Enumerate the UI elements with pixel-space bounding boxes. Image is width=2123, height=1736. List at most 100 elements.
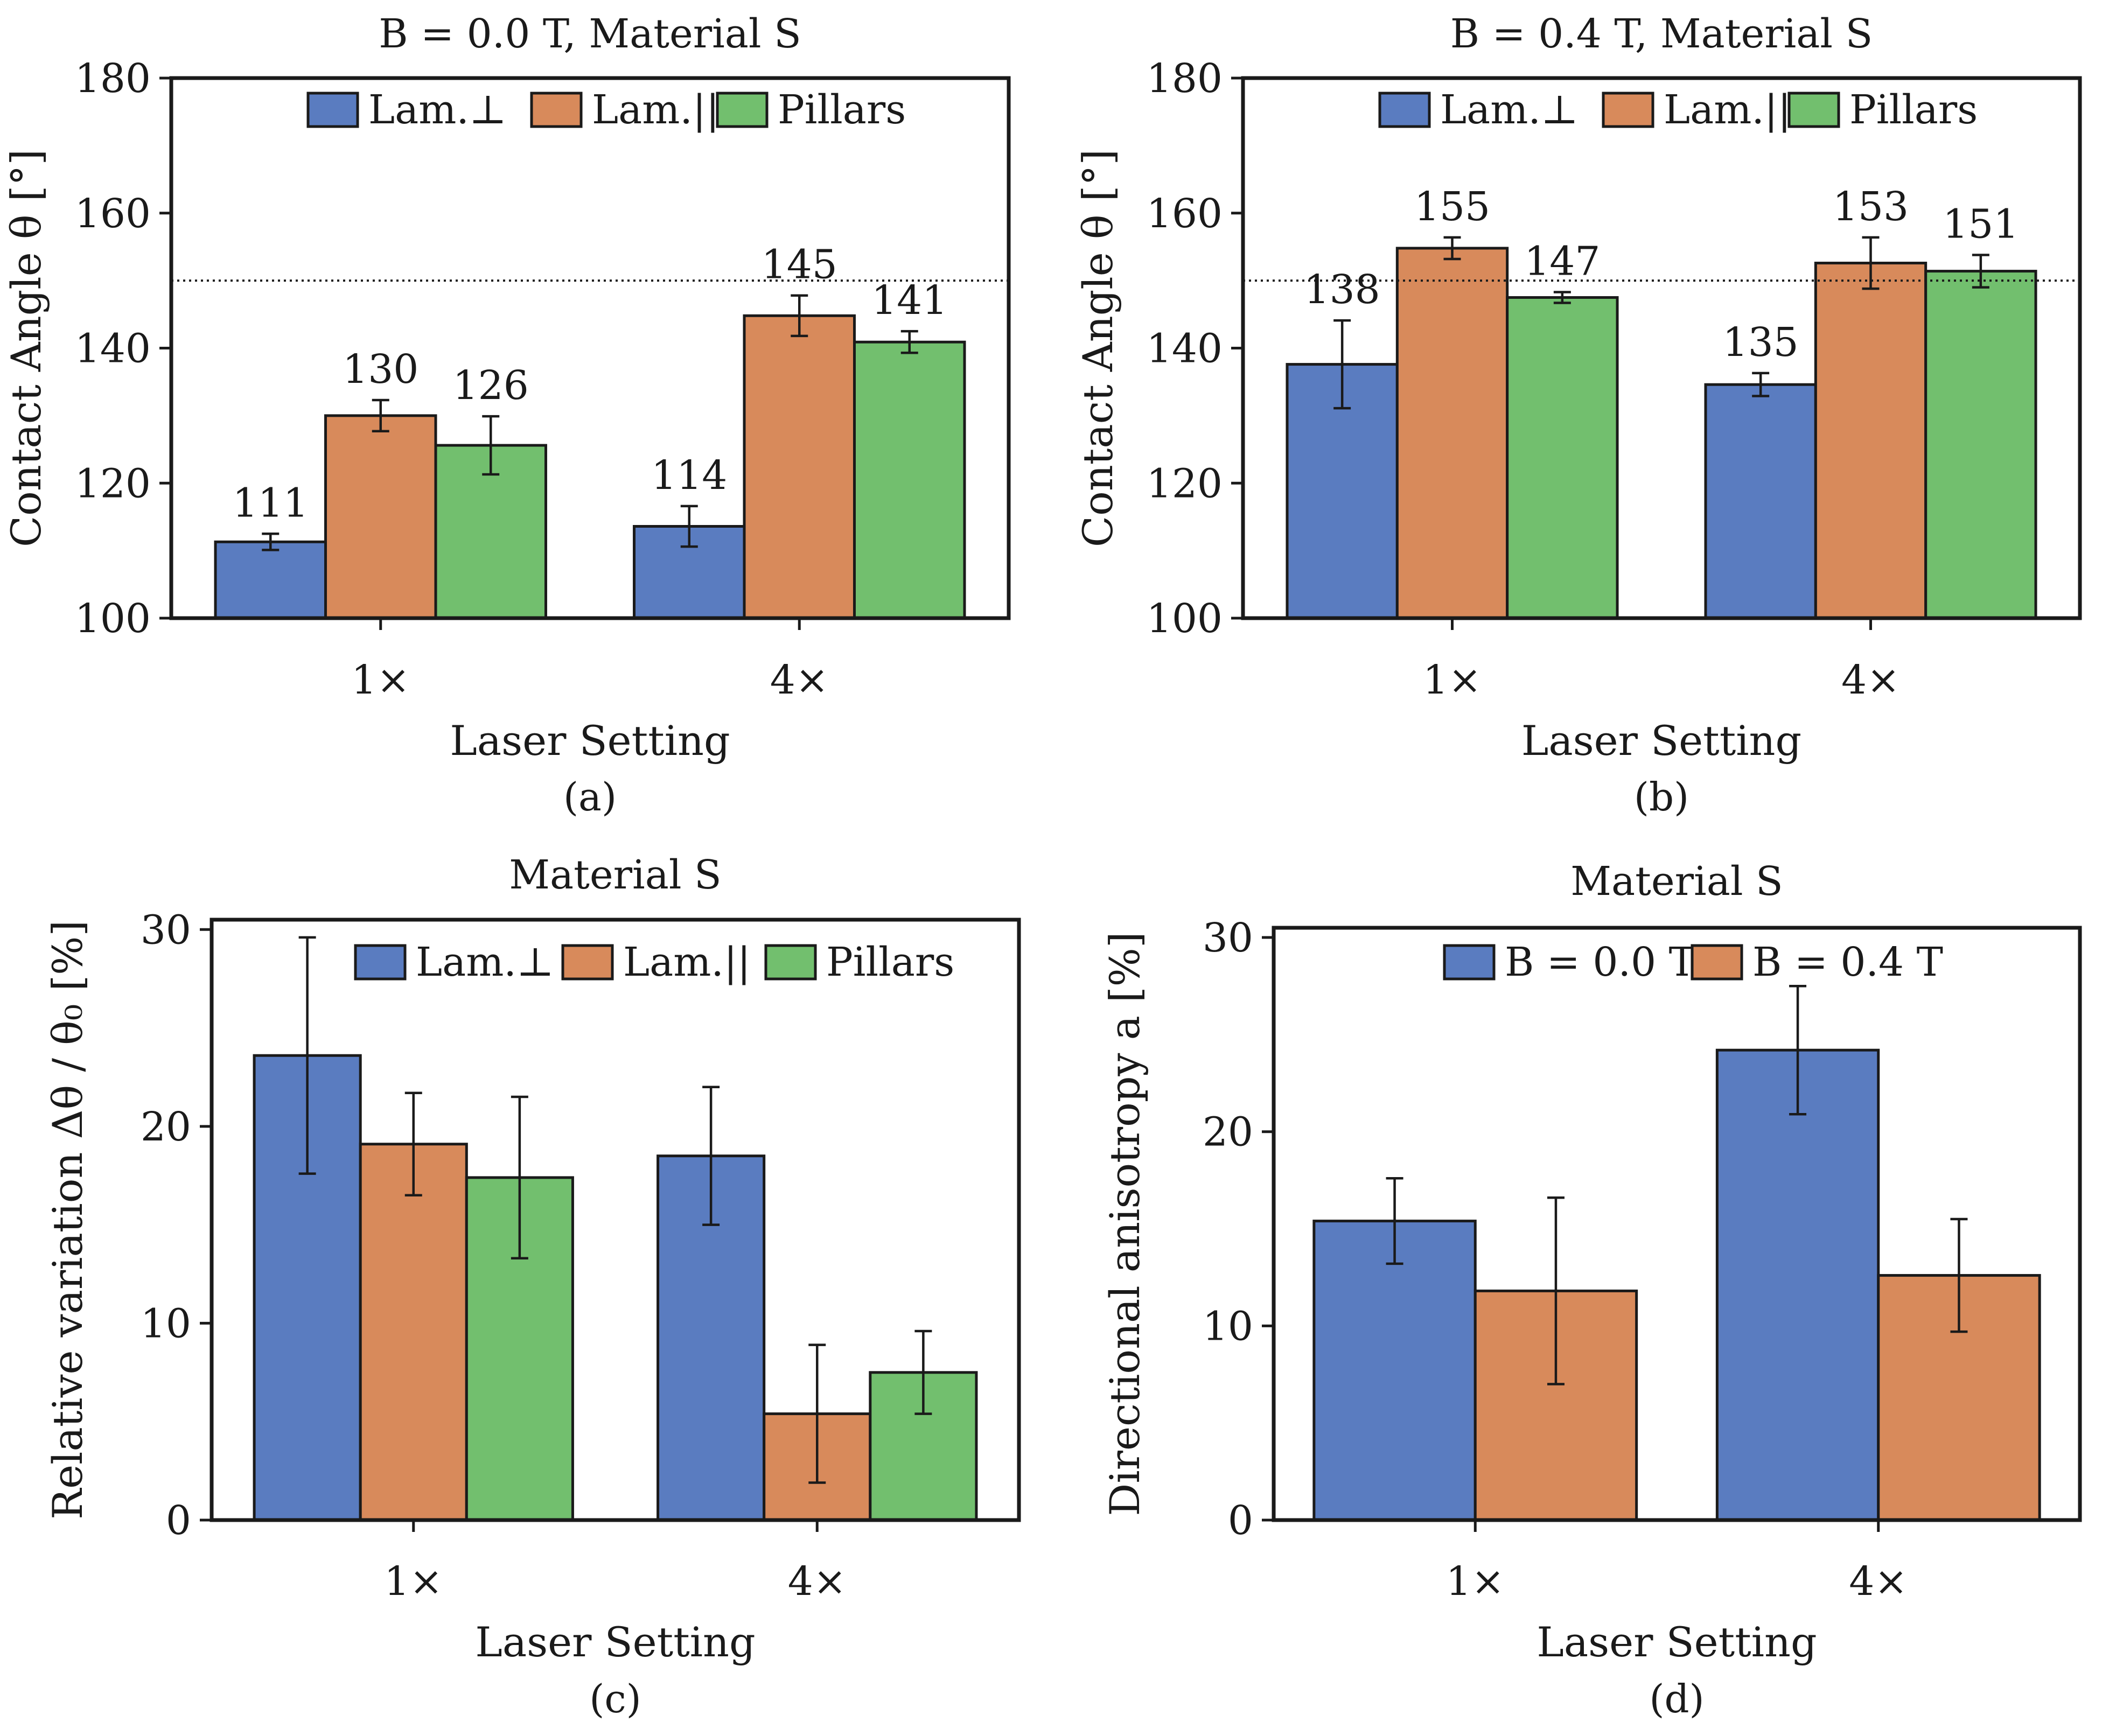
y-axis-label: Directional anisotropy a [%] (1101, 932, 1149, 1516)
y-tick-label: 180 (1147, 55, 1223, 102)
y-tick-label: 120 (75, 460, 151, 507)
y-axis-label: Contact Angle θ [°] (1074, 149, 1122, 547)
bar (1814, 262, 1928, 620)
y-tick-label: 30 (141, 907, 191, 953)
legend-label: Lam.|| (592, 87, 720, 133)
bar (1312, 1220, 1477, 1522)
legend-label: Lam.⊥ (1440, 87, 1579, 133)
panel-c: 0 10 20 30 1× 4× Material S Laser Setting Relati… (44, 852, 1021, 1721)
series-2 (1473, 1196, 2041, 1522)
legend-swatch (1602, 92, 1654, 128)
data-label: 126 (453, 362, 529, 409)
series-1: 138 135 (1286, 267, 1817, 620)
x-axis-label: Laser Setting (475, 1618, 755, 1666)
bar (1506, 296, 1619, 620)
legend-swatch (1691, 944, 1743, 981)
legend-label: Pillars (778, 87, 906, 133)
bar (1704, 383, 1817, 620)
series-3: 147 151 (1506, 201, 2037, 620)
legend-label: B = 0.4 T (1752, 939, 1943, 985)
y-tick-label: 20 (141, 1104, 191, 1150)
y-tick-label: 120 (1147, 460, 1223, 507)
panel-label: (b) (1634, 774, 1689, 820)
y-tick-label: 100 (75, 596, 151, 642)
legend-swatch (1787, 92, 1840, 128)
bar (359, 1143, 468, 1522)
y-tick-label: 20 (1203, 1109, 1253, 1156)
legend-label: Pillars (1849, 87, 1978, 133)
x-axis-label: Laser Setting (450, 717, 730, 765)
legend-swatch (561, 944, 614, 981)
legend-swatch (1443, 944, 1496, 981)
legend-swatch (530, 92, 583, 128)
legend-swatch (306, 92, 359, 128)
y-tick-label: 160 (75, 191, 151, 237)
legend-label: Pillars (826, 939, 954, 985)
data-label: 141 (871, 277, 947, 324)
legend-swatch (716, 92, 769, 128)
data-label: 130 (343, 346, 418, 393)
bar (214, 540, 327, 620)
legend-swatch (354, 944, 407, 981)
bar (743, 314, 856, 620)
y-tick-label: 180 (75, 55, 151, 102)
series-1 (1312, 984, 1880, 1522)
legend-label: B = 0.0 T (1505, 939, 1695, 985)
data-label: 135 (1723, 319, 1799, 366)
bar (1715, 1048, 1880, 1522)
y-tick-label: 100 (1147, 596, 1223, 642)
legend-label: Lam.|| (1664, 87, 1791, 133)
panel-b: 138 135 155 153 147 151 100 120 140 160 180 1× 4× B =… (1074, 11, 2082, 820)
chart-title: B = 0.4 T, Material S (1450, 11, 1873, 57)
data-label: 153 (1833, 184, 1909, 230)
chart-title: Material S (1570, 858, 1783, 905)
x-tick-label: 4× (770, 657, 829, 703)
panel-label: (c) (589, 1676, 641, 1721)
bar (1395, 247, 1509, 620)
series-2: 155 153 (1395, 184, 1928, 620)
x-tick-label: 4× (1849, 1558, 1908, 1605)
bar (1924, 270, 2037, 620)
legend: Lam.⊥ Lam.|| Pillars (354, 939, 954, 985)
x-tick-label: 1× (1446, 1558, 1505, 1605)
bar (853, 340, 966, 620)
legend-label: Lam.⊥ (368, 87, 507, 133)
data-label: 111 (233, 480, 309, 526)
y-axis-label: Contact Angle θ [°] (2, 149, 50, 547)
series-3: 126 141 (434, 277, 966, 620)
y-tick-label: 160 (1147, 191, 1223, 237)
series-1 (253, 936, 766, 1522)
legend-swatch (764, 944, 817, 981)
panel-d: 0 10 20 30 1× 4× Material S Laser Setting Direct… (1101, 858, 2082, 1721)
x-tick-label: 1× (384, 1558, 443, 1605)
y-tick-label: 10 (1203, 1303, 1253, 1349)
data-label: 114 (651, 452, 727, 499)
panel-label: (a) (563, 774, 617, 820)
data-label: 151 (1943, 201, 2019, 247)
y-tick-label: 30 (1203, 915, 1253, 961)
legend: Lam.⊥ Lam.|| Pillars (1378, 87, 1978, 133)
y-tick-label: 0 (1228, 1497, 1253, 1544)
y-axis-label: Relative variation Δθ / θ₀ [%] (44, 920, 92, 1520)
data-label: 155 (1414, 184, 1490, 230)
x-tick-label: 1× (351, 657, 410, 703)
x-axis-label: Laser Setting (1537, 1618, 1817, 1666)
legend-swatch (1378, 92, 1431, 128)
x-axis-label: Laser Setting (1521, 717, 1801, 765)
legend-label: Lam.|| (623, 939, 751, 985)
y-tick-label: 0 (166, 1497, 191, 1544)
panel-label: (d) (1649, 1676, 1704, 1721)
y-tick-label: 140 (1147, 326, 1223, 372)
bar (324, 414, 437, 620)
data-label: 138 (1304, 267, 1380, 313)
x-tick-label: 4× (1841, 657, 1900, 703)
legend-label: Lam.⊥ (416, 939, 554, 985)
y-tick-label: 10 (141, 1300, 191, 1347)
chart-title: Material S (509, 852, 721, 898)
plot-frame (209, 918, 1021, 1522)
chart-title: B = 0.0 T, Material S (379, 11, 801, 57)
series-2 (359, 1091, 872, 1522)
